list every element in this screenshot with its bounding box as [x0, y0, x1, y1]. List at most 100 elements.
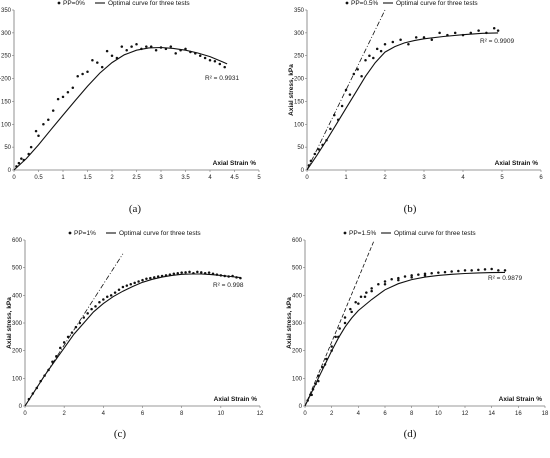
data-point	[360, 75, 363, 78]
data-point	[438, 31, 441, 35]
data-point	[125, 284, 129, 287]
data-point	[370, 289, 373, 293]
data-point	[76, 75, 79, 78]
data-point	[184, 271, 187, 274]
data-point	[223, 65, 226, 69]
data-point	[437, 271, 440, 274]
data-point	[61, 95, 65, 99]
data-point	[365, 291, 368, 294]
y-axis-label: Axial stress, kPa	[6, 297, 13, 349]
x-tick-label: 1	[344, 175, 348, 181]
data-point	[29, 145, 33, 149]
data-point	[377, 283, 380, 286]
data-point	[330, 345, 333, 348]
data-point	[410, 276, 413, 279]
data-point	[207, 271, 211, 274]
data-point	[174, 52, 177, 55]
data-point	[218, 62, 222, 66]
y-tick-label: 100	[292, 376, 303, 382]
data-point	[137, 280, 140, 283]
legend-entry: PP=0.5%	[351, 0, 379, 7]
x-tick-label: 4	[102, 411, 106, 417]
data-point	[184, 47, 187, 51]
data-point	[477, 268, 480, 272]
data-point	[200, 271, 203, 274]
panel-caption: (d)	[404, 428, 417, 440]
x-tick-label: 12	[462, 411, 469, 417]
data-point	[149, 45, 153, 48]
data-point	[364, 59, 367, 62]
data-point	[453, 31, 457, 35]
data-point	[391, 40, 395, 44]
data-point	[47, 118, 50, 121]
y-tick-label: 300	[294, 31, 305, 37]
data-point	[383, 43, 387, 46]
data-point	[102, 298, 105, 301]
legend-entry: PP=1%	[74, 230, 96, 237]
data-point	[430, 38, 434, 41]
data-point	[145, 277, 148, 280]
y-tick-label: 300	[1, 31, 12, 37]
data-point	[383, 283, 387, 286]
r-squared-annotation: R² = 0.9879	[488, 275, 523, 282]
fit-curve-line	[24, 273, 241, 407]
data-point	[403, 275, 407, 278]
y-tick-label: 350	[294, 8, 305, 14]
x-tick-label: 2	[383, 175, 387, 181]
data-point	[338, 327, 341, 330]
y-tick-label: 300	[12, 321, 23, 327]
x-tick-label: 0	[303, 411, 307, 417]
data-point	[55, 354, 58, 358]
x-tick-label: 6	[383, 411, 387, 417]
y-tick-label: 0	[19, 404, 23, 410]
panel-caption: (a)	[129, 203, 142, 215]
y-tick-label: 200	[292, 349, 303, 355]
y-tick-label: 600	[12, 238, 23, 244]
data-point	[490, 267, 493, 271]
y-tick-label: 200	[294, 77, 305, 83]
y-tick-label: 500	[12, 266, 23, 272]
initial-tangent-line	[24, 253, 124, 407]
legend-entry: PP=0%	[63, 0, 85, 7]
data-point	[82, 316, 85, 319]
y-axis-label: Axial stress, kPa	[286, 297, 293, 349]
initial-tangent-line	[304, 239, 375, 407]
data-point	[208, 59, 212, 62]
data-point	[399, 38, 402, 41]
data-point	[188, 270, 191, 274]
data-point	[180, 271, 183, 274]
x-axis-label: Axial Strain %	[499, 396, 543, 403]
y-tick-label: 400	[12, 293, 23, 299]
x-tick-label: 3.5	[181, 175, 190, 181]
data-point	[34, 129, 38, 133]
y-tick-label: 500	[292, 266, 303, 272]
data-point	[414, 36, 418, 39]
y-tick-label: 600	[292, 238, 303, 244]
y-tick-label: 100	[12, 376, 23, 382]
data-point	[176, 271, 179, 275]
x-tick-label: 2	[110, 175, 114, 181]
data-point	[120, 45, 124, 48]
x-axis-label: Axial Strain %	[214, 396, 258, 403]
data-point	[423, 274, 427, 277]
legend-entry: Optimal curve for three tests	[394, 230, 476, 237]
x-tick-label: 2	[62, 411, 66, 417]
data-point	[86, 312, 89, 315]
fit-curve-line	[13, 46, 228, 171]
data-point	[105, 49, 109, 53]
fit-curve-line	[304, 271, 506, 407]
data-point	[450, 270, 453, 273]
data-point	[17, 161, 21, 165]
data-point	[357, 302, 360, 305]
legend-marker	[68, 231, 72, 235]
y-tick-label: 400	[292, 293, 303, 299]
data-point	[356, 68, 359, 71]
panel-caption: (b)	[404, 203, 417, 215]
data-point	[443, 270, 447, 274]
data-point	[51, 109, 55, 112]
x-tick-label: 10	[435, 411, 442, 417]
data-point	[496, 29, 500, 32]
data-point	[81, 72, 84, 76]
fit-curve-line	[306, 32, 499, 171]
